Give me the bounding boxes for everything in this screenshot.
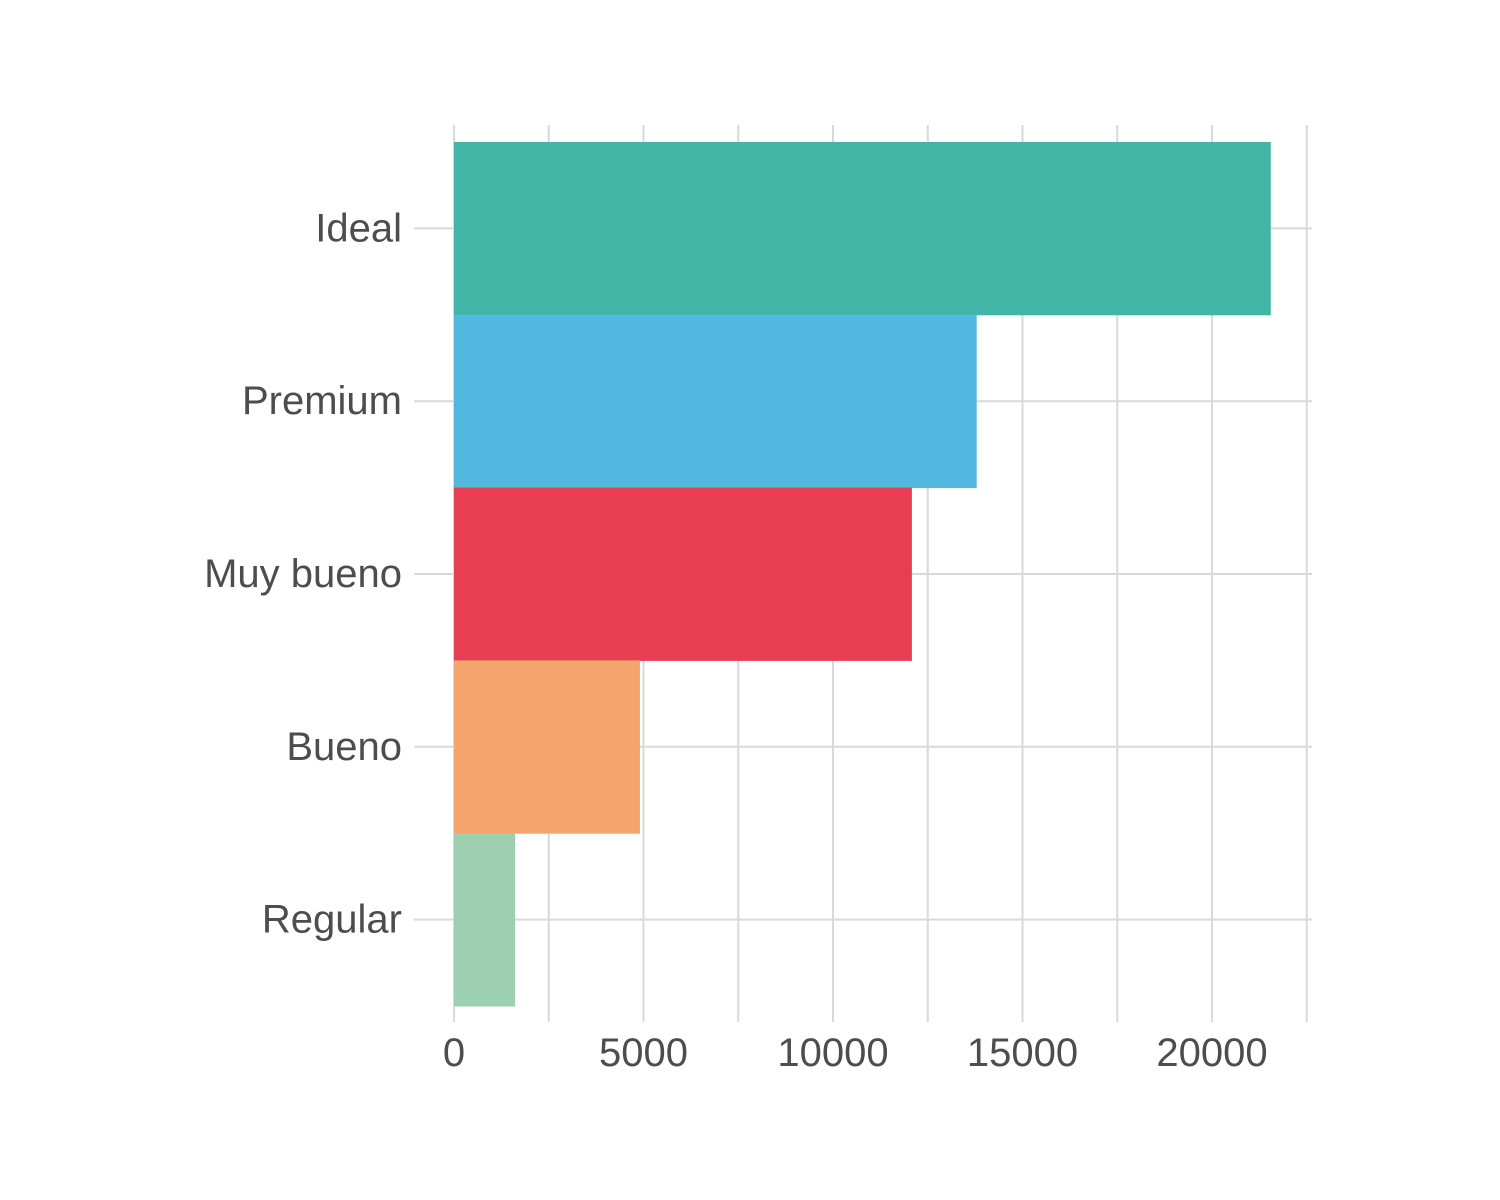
category-label-muy-bueno: Muy bueno: [204, 552, 402, 596]
category-label-ideal: Ideal: [315, 206, 402, 250]
x-tick-label-0: 0: [443, 1031, 465, 1075]
x-tick-label-15000: 15000: [967, 1031, 1078, 1075]
bar-bueno: [454, 660, 640, 834]
category-labels: Ideal Premium Muy bueno Bueno Regular: [204, 206, 402, 941]
x-tick-label-5000: 5000: [599, 1031, 688, 1075]
bar-regular: [454, 833, 516, 1007]
x-tick-label-20000: 20000: [1156, 1031, 1267, 1075]
bar-premium: [454, 314, 977, 489]
bar-ideal: [454, 142, 1271, 316]
category-label-bueno: Bueno: [286, 725, 402, 769]
bar-layer: [454, 142, 1271, 1007]
x-tick-label-10000: 10000: [777, 1031, 888, 1075]
category-label-regular: Regular: [262, 898, 402, 942]
bar-muy-bueno: [454, 487, 912, 661]
x-axis-ticks: 0 5000 10000 15000 20000: [443, 1031, 1268, 1075]
category-label-premium: Premium: [242, 379, 402, 423]
